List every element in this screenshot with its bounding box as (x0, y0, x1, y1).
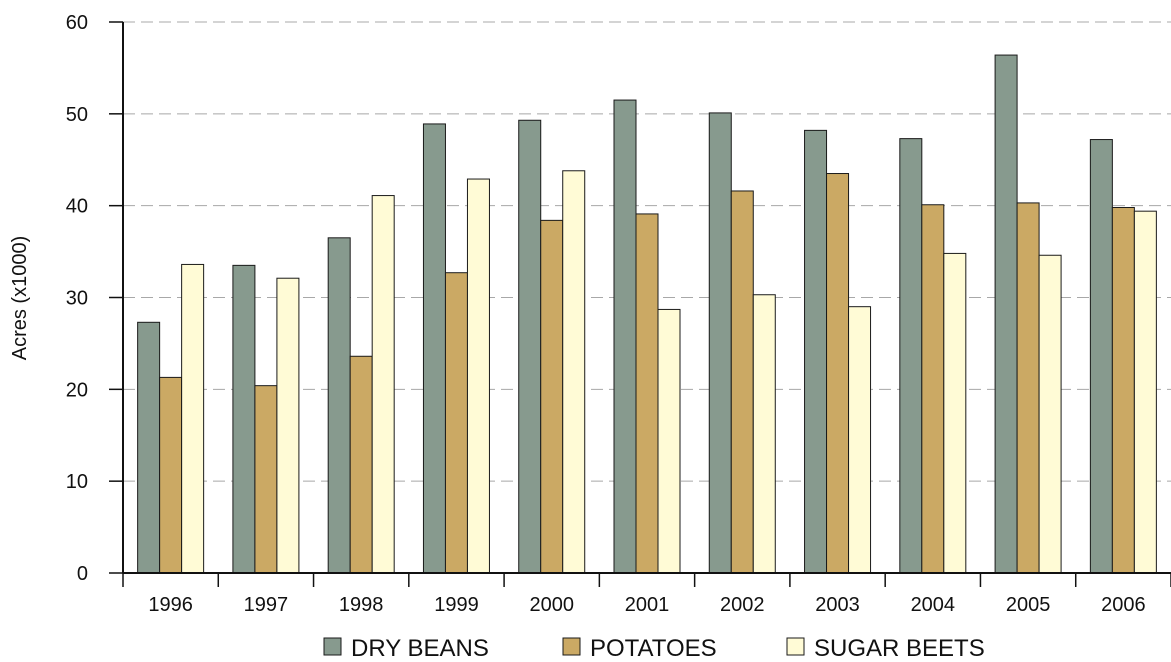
y-tick-label: 50 (66, 104, 88, 126)
y-tick-labels: 0 10 20 30 40 50 60 (66, 12, 88, 585)
bar-dry-beans-1999 (422, 123, 446, 574)
bar-sugar-beets-1998 (371, 195, 395, 574)
bars (137, 54, 1157, 574)
bar-sugar-beets-2003 (848, 306, 872, 574)
bar-sugar-beets-1997 (276, 277, 300, 574)
bar-potatoes-2006 (1111, 207, 1135, 574)
bar-dry-beans-2001 (613, 99, 637, 574)
bar-dry-beans-2006 (1089, 139, 1113, 574)
bar-potatoes-2005 (1016, 202, 1040, 574)
bar-sugar-beets-2002 (752, 294, 776, 574)
bar-sugar-beets-2004 (943, 252, 967, 574)
bar-dry-beans-1996 (137, 321, 161, 574)
y-tick-label: 20 (66, 379, 88, 401)
legend-label: DRY BEANS (351, 635, 489, 662)
legend-swatch-potatoes (562, 637, 581, 656)
bar-potatoes-2001 (635, 213, 659, 574)
bar-potatoes-1997 (254, 385, 278, 574)
x-tick-label: 2003 (815, 594, 860, 616)
bar-potatoes-2003 (826, 173, 850, 574)
legend-label: SUGAR BEETS (814, 635, 985, 662)
x-tick-label: 1998 (339, 594, 384, 616)
bar-potatoes-2000 (540, 219, 564, 574)
bar-dry-beans-1997 (232, 264, 256, 574)
x-tick-label: 1996 (148, 594, 193, 616)
bar-sugar-beets-1996 (181, 263, 205, 574)
y-tick-label: 40 (66, 196, 88, 218)
bar-dry-beans-1998 (327, 237, 351, 574)
bar-dry-beans-2004 (899, 138, 923, 574)
x-tick-label: 1997 (244, 594, 289, 616)
x-tick-label: 2005 (1006, 594, 1051, 616)
bar-dry-beans-2000 (518, 119, 542, 574)
bar-dry-beans-2003 (804, 129, 828, 574)
x-tick-label: 2002 (720, 594, 765, 616)
bar-potatoes-1999 (444, 272, 468, 574)
bar-potatoes-1996 (159, 376, 183, 574)
bar-sugar-beets-2006 (1133, 210, 1157, 574)
legend-label: POTATOES (590, 635, 717, 662)
x-tick-label: 1999 (434, 594, 479, 616)
bar-sugar-beets-2005 (1038, 254, 1062, 574)
x-tick-label: 2004 (911, 594, 956, 616)
y-tick-label: 60 (66, 12, 88, 34)
bar-sugar-beets-1999 (466, 178, 490, 574)
bar-potatoes-2004 (921, 204, 945, 574)
y-tick-label: 10 (66, 471, 88, 493)
legend-swatch-dry-beans (323, 637, 342, 656)
bar-sugar-beets-2001 (657, 308, 681, 574)
bar-dry-beans-2002 (708, 112, 732, 574)
y-axis-title: Acres (x1000) (9, 236, 31, 361)
x-tick-label: 2006 (1101, 594, 1146, 616)
x-tick-labels: 1996 1997 1998 1999 2000 2001 2002 2003 2004 2005… (148, 594, 1145, 616)
bar-potatoes-1998 (349, 355, 373, 574)
bar-dry-beans-2005 (994, 54, 1018, 574)
bar-sugar-beets-2000 (562, 170, 586, 574)
x-tick-label: 2000 (529, 594, 574, 616)
y-tick-label: 0 (77, 563, 88, 585)
legend: DRY BEANS POTATOES SUGAR BEETS (323, 635, 985, 662)
x-tick-label: 2001 (625, 594, 670, 616)
legend-swatch-sugar-beets (786, 637, 805, 656)
axes (109, 21, 1171, 587)
bar-potatoes-2002 (730, 190, 754, 574)
y-tick-label: 30 (66, 288, 88, 310)
